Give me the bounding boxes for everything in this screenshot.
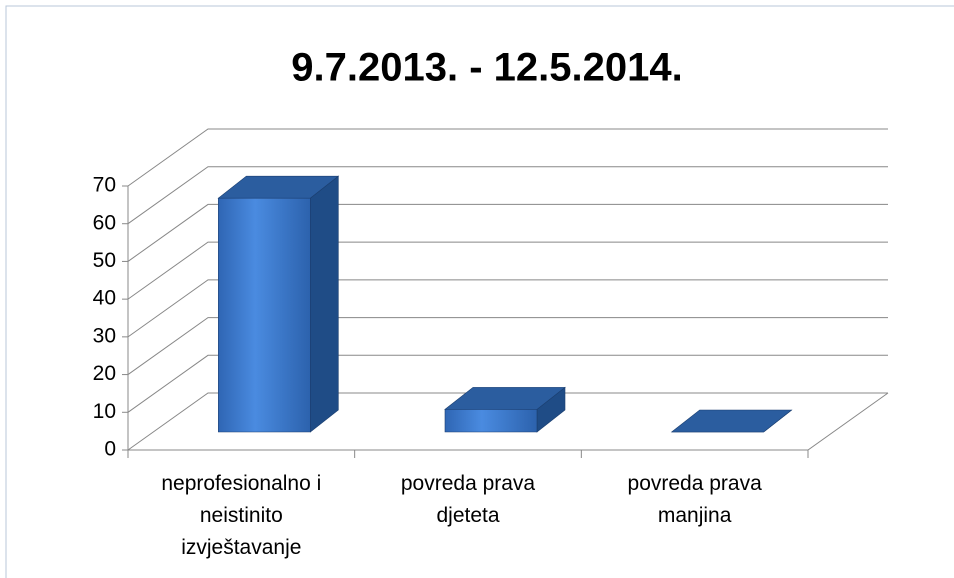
bar-side xyxy=(310,175,339,433)
y-tick-label: 70 xyxy=(93,174,116,197)
bar xyxy=(444,386,566,433)
y-tick-label: 60 xyxy=(93,211,116,234)
y-tick-label: 10 xyxy=(93,400,116,423)
grid-line xyxy=(127,354,888,413)
chart-border xyxy=(5,5,954,578)
bar xyxy=(217,175,340,433)
bar-front xyxy=(444,409,538,433)
grid-line xyxy=(127,241,888,300)
chart-title: 9.7.2013. - 12.5.2014. xyxy=(291,46,682,90)
grid-line xyxy=(127,317,888,375)
grid-line xyxy=(127,166,888,225)
x-tick-label: povreda prava manjina xyxy=(627,472,762,527)
grid-line xyxy=(127,392,888,451)
bar-front xyxy=(218,197,311,433)
grid-line xyxy=(127,128,888,187)
grid-line xyxy=(127,279,888,338)
bar-top xyxy=(217,175,340,199)
bar-top xyxy=(670,409,793,433)
x-tick-label: povreda prava djeteta xyxy=(400,472,536,527)
y-tick-label: 40 xyxy=(93,287,116,310)
y-tick-label: 20 xyxy=(93,362,116,385)
y-tick-label: 50 xyxy=(93,249,116,272)
x-tick-label: neprofesionalno i neistinito izvještavan… xyxy=(161,472,322,559)
bar xyxy=(670,409,793,433)
bar-top xyxy=(444,387,566,410)
grid-line xyxy=(127,203,888,262)
y-tick-label: 0 xyxy=(104,438,116,461)
y-tick-label: 30 xyxy=(93,324,116,347)
